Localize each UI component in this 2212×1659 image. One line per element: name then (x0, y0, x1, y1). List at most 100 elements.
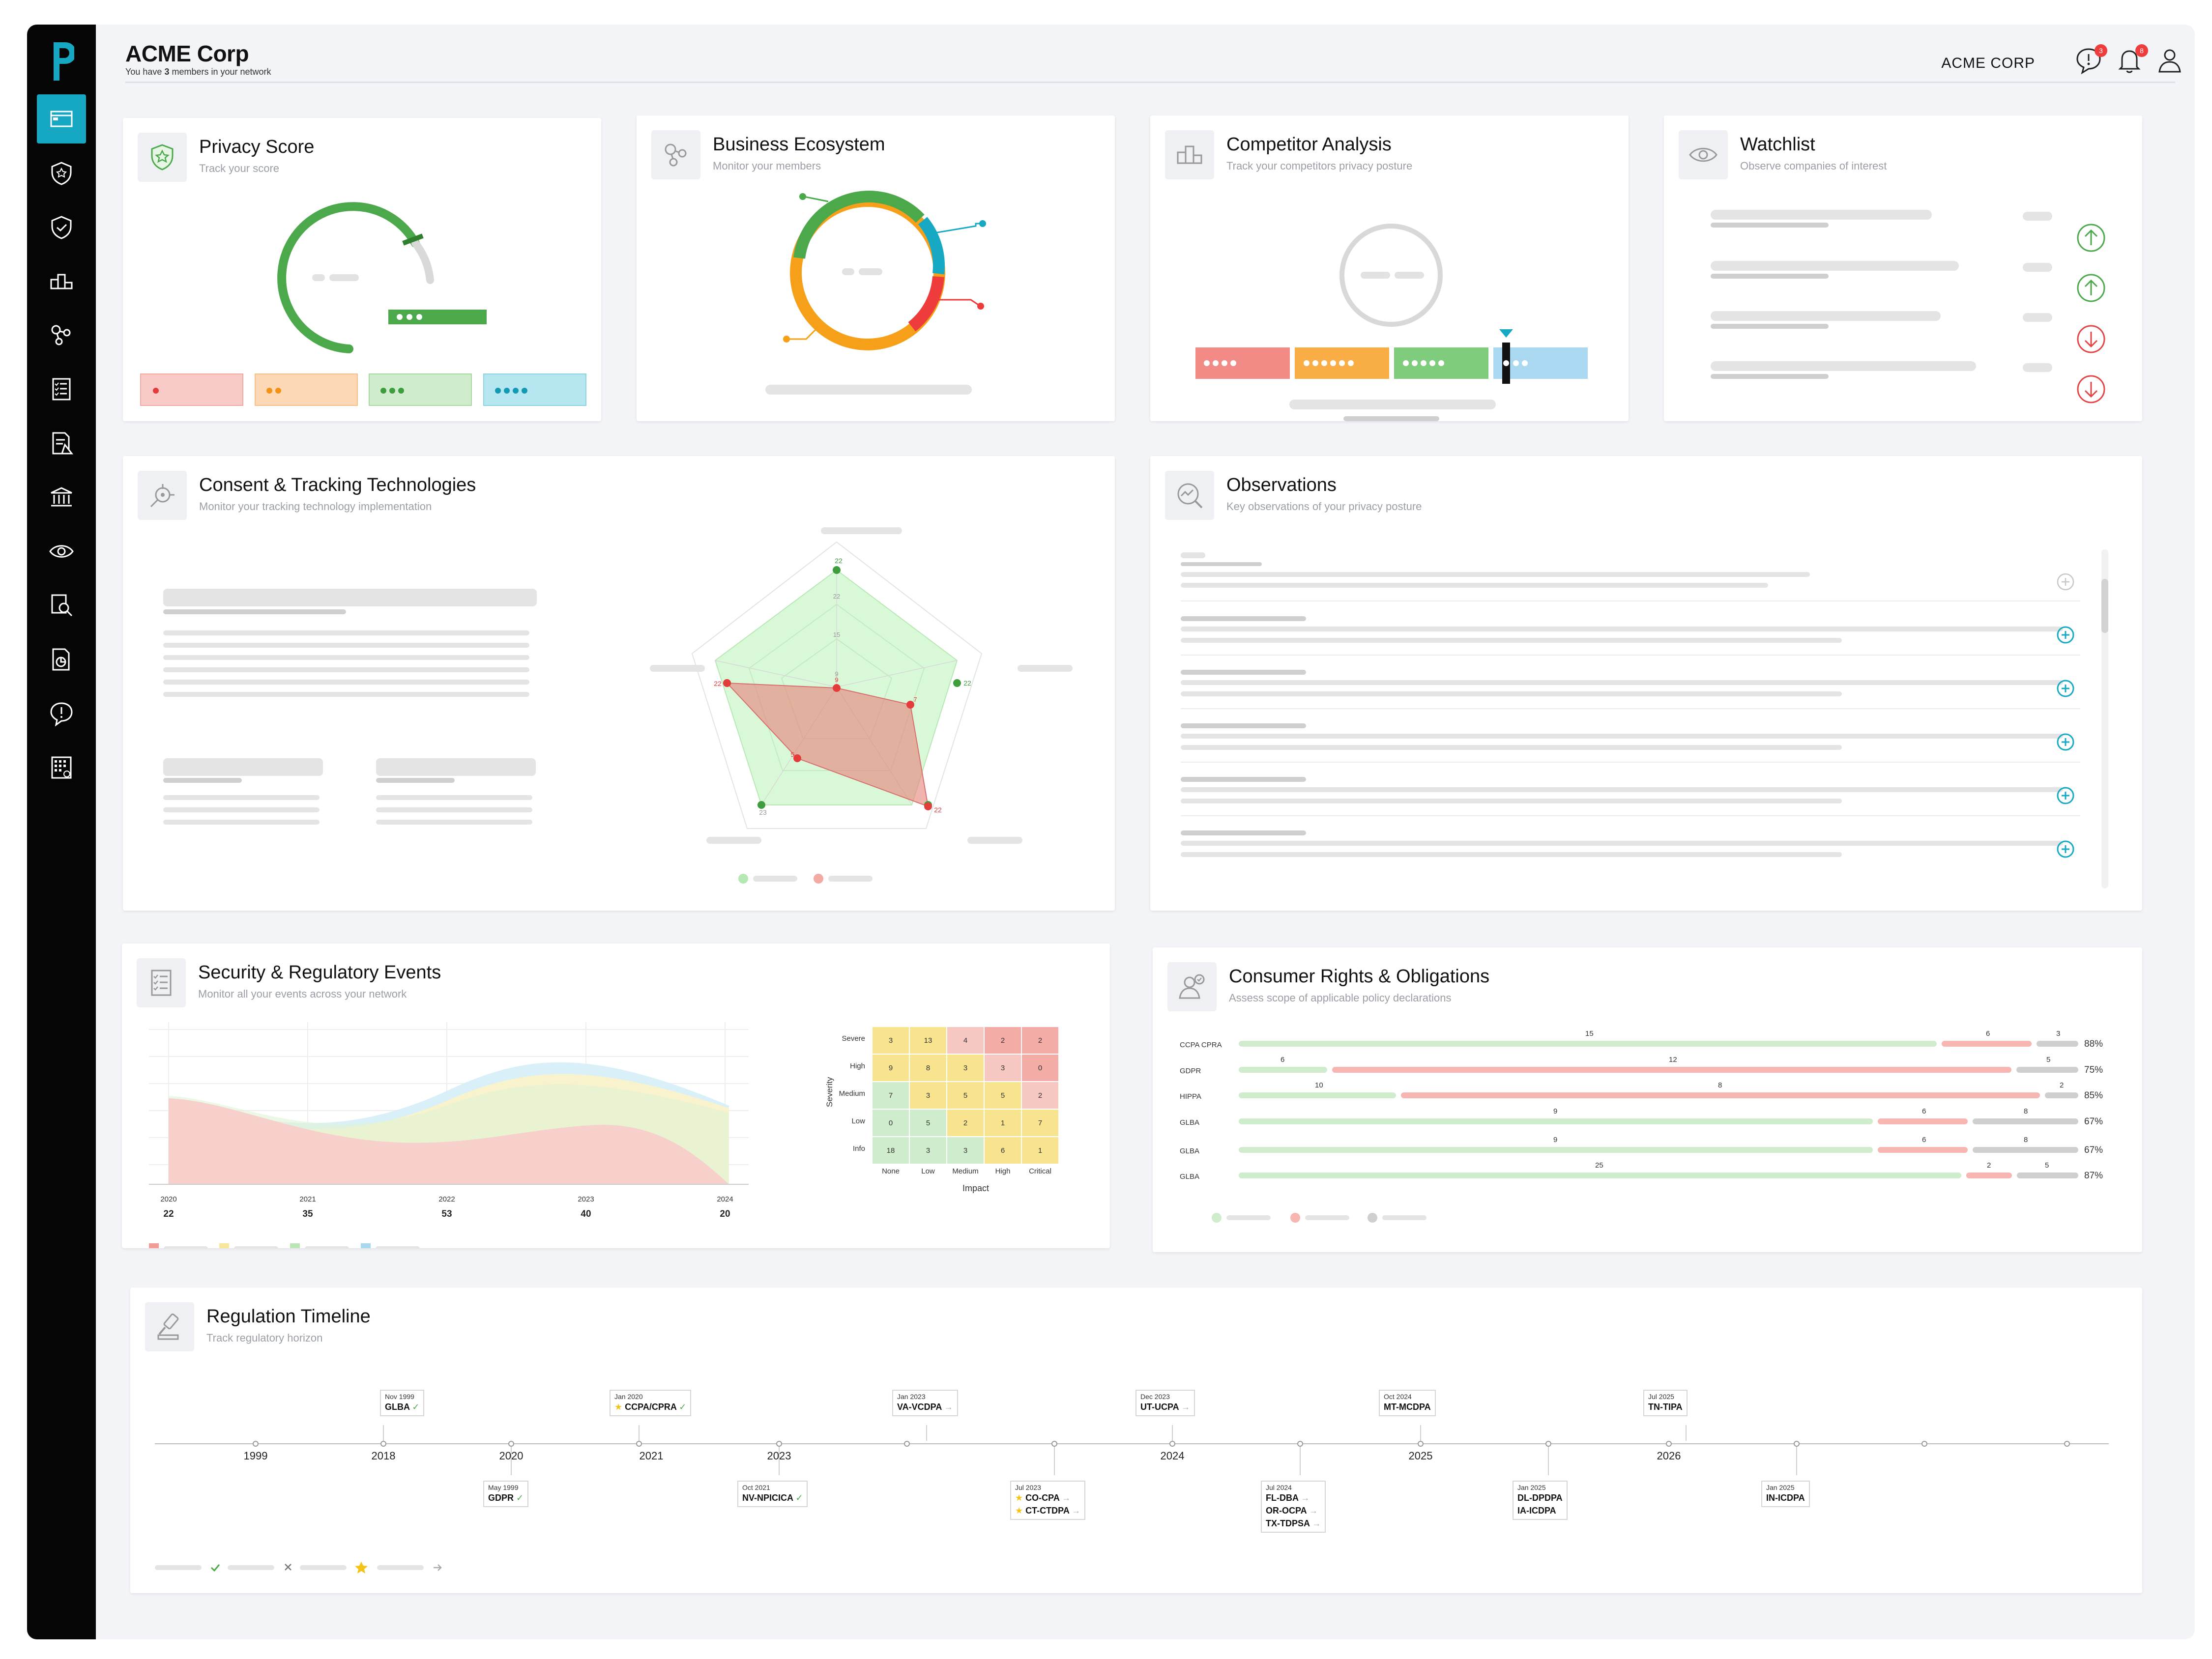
nav-reports[interactable] (37, 635, 86, 684)
heatmap-cell[interactable]: 7 (1022, 1110, 1058, 1136)
timeline-event[interactable]: Jul 2024 FL-DBA → OR-OCPA → TX-TDPSA → (1261, 1481, 1326, 1533)
timeline-event[interactable]: May 1999 GDPR ✓ (483, 1481, 529, 1507)
podium-icon (50, 274, 73, 289)
card-subtitle: Monitor all your events across your netw… (198, 988, 407, 1000)
timeline-event[interactable]: Jan 2025 DL-DPDPA IA-ICDPA (1513, 1481, 1568, 1520)
report-chart-icon (52, 648, 70, 671)
consent-tracking-card[interactable]: Consent & Tracking Technologies Monitor … (123, 456, 1115, 911)
heatmap-cell[interactable]: 5 (947, 1082, 984, 1109)
timeline-event[interactable]: Jan 2020 ★ CCPA/CPRA ✓ (610, 1390, 692, 1416)
timeline-year: 2021 (639, 1450, 664, 1462)
heatmap-cell[interactable]: 1 (985, 1110, 1021, 1136)
watchlist-row (1711, 311, 2052, 329)
heatmap-cell[interactable]: 6 (985, 1137, 1021, 1164)
svg-text:22: 22 (835, 557, 843, 565)
svg-text:15: 15 (833, 631, 840, 638)
heatmap-row-label: Low (851, 1117, 865, 1125)
nav-search-docs[interactable] (37, 581, 86, 630)
heatmap-cell[interactable]: 2 (1022, 1082, 1058, 1109)
heatmap-cell[interactable]: 0 (1022, 1055, 1058, 1081)
privacy-score-gauge (277, 202, 487, 353)
coverage-percent: 88% (2084, 1039, 2103, 1049)
check-icon: ✓ (412, 1402, 420, 1412)
observations-card[interactable]: Observations Key observations of your pr… (1150, 456, 2142, 911)
app-window: ACME Corp You have 3 members in your net… (27, 25, 2195, 1639)
nav-security[interactable] (37, 202, 86, 252)
privacy-score-card[interactable]: Privacy Score Track your score (123, 118, 601, 421)
heatmap-cell[interactable]: 3 (910, 1137, 946, 1164)
watchlist-rows (1711, 210, 2052, 379)
heatmap-cell[interactable]: 13 (910, 1027, 946, 1054)
timeline-event[interactable]: Jul 2023 ★ CO-CPA → ★ CT-CTDPA → (1010, 1481, 1086, 1520)
card-subtitle: Monitor your members (713, 160, 821, 172)
nav-ecosystem[interactable] (37, 311, 86, 360)
heatmap-cell[interactable]: 4 (947, 1027, 984, 1054)
timeline-event[interactable]: Oct 2024 MT-MCDPA (1379, 1390, 1436, 1416)
heatmap-cell[interactable]: 2 (985, 1027, 1021, 1054)
heatmap-cell[interactable]: 1 (1022, 1137, 1058, 1164)
competitor-analysis-card[interactable]: Competitor Analysis Track your competito… (1150, 115, 1629, 421)
heatmap-cell[interactable]: 7 (873, 1082, 909, 1109)
user-icon[interactable] (2154, 45, 2185, 76)
heatmap-cell[interactable]: 0 (873, 1110, 909, 1136)
year-total: 53 (441, 1209, 452, 1219)
business-ecosystem-card[interactable]: Business Ecosystem Monitor your members (637, 115, 1115, 421)
nav-dashboard[interactable] (37, 94, 86, 143)
count-gray: 8 (2024, 1136, 2028, 1144)
sidebar (27, 25, 96, 1639)
heatmap-cell[interactable]: 3 (947, 1137, 984, 1164)
timeline-event[interactable]: Nov 1999 GLBA ✓ (380, 1390, 425, 1416)
observation-row (1181, 830, 2074, 858)
nav-calendar[interactable] (37, 743, 86, 792)
heatmap-cell[interactable]: 5 (910, 1110, 946, 1136)
x-tick-label: 2021 (299, 1195, 316, 1203)
count-red: 6 (1922, 1107, 1926, 1116)
observation-row (1181, 777, 2074, 804)
heatmap-cell[interactable]: 9 (873, 1055, 909, 1081)
nav-alerts[interactable] (37, 689, 86, 738)
star-icon: ★ (1015, 1493, 1023, 1503)
count-green: 15 (1585, 1030, 1594, 1038)
heatmap-cell[interactable]: 2 (947, 1110, 984, 1136)
nav-competitors[interactable] (37, 257, 86, 306)
security-shield-icon (51, 216, 72, 239)
timeline-year: 2023 (767, 1450, 791, 1462)
security-events-card[interactable]: Security & Regulatory Events Monitor all… (122, 944, 1110, 1248)
count-gray: 5 (2046, 1056, 2051, 1064)
heatmap-cell[interactable]: 3 (873, 1027, 909, 1054)
heatmap-col-label: Low (921, 1167, 935, 1175)
consumer-rights-card[interactable]: Consumer Rights & Obligations Assess sco… (1153, 947, 2142, 1252)
heatmap-cell[interactable]: 3 (985, 1055, 1021, 1081)
nav-regulations[interactable] (37, 473, 86, 522)
coverage-percent: 67% (2084, 1116, 2103, 1127)
timeline-event[interactable]: Oct 2021 NV-NPICICA ✓ (737, 1481, 808, 1507)
app-logo[interactable] (51, 39, 74, 84)
count-red: 6 (1922, 1136, 1926, 1144)
regulation-label: GDPR (1180, 1067, 1201, 1075)
nav-documents[interactable] (37, 419, 86, 468)
consumer-rights-bars (1212, 1041, 2078, 1223)
watchlist-card[interactable]: Watchlist Observe companies of interest (1664, 115, 2142, 421)
timeline-event[interactable]: Jul 2025 TN-TIPA (1643, 1390, 1688, 1416)
heatmap-cell[interactable]: 5 (985, 1082, 1021, 1109)
heatmap-cell[interactable]: 2 (1022, 1027, 1058, 1054)
card-subtitle: Track your score (199, 162, 280, 174)
card-title: Privacy Score (199, 137, 315, 157)
nav-privacy[interactable] (37, 148, 86, 198)
timeline-event[interactable]: Dec 2023 UT-UCPA → (1135, 1390, 1195, 1416)
nav-checklist[interactable] (37, 365, 86, 414)
bell-icon[interactable] (2114, 45, 2145, 76)
heatmap-cell[interactable]: 18 (873, 1137, 909, 1164)
count-gray: 5 (2045, 1161, 2049, 1170)
timeline-event[interactable]: Jan 2023 VA-VCDPA → (892, 1390, 958, 1416)
regulation-timeline-card[interactable]: Regulation Timeline Track regulatory hor… (130, 1287, 2142, 1593)
timeline-event[interactable]: Jan 2025 IN-ICDPA (1761, 1481, 1810, 1507)
heatmap-cell[interactable]: 3 (947, 1055, 984, 1081)
count-red: 6 (1986, 1030, 1990, 1038)
nav-watchlist[interactable] (37, 527, 86, 576)
heatmap-cell[interactable]: 8 (910, 1055, 946, 1081)
year-total: 20 (720, 1209, 730, 1219)
svg-text:9: 9 (835, 676, 838, 684)
org-switcher[interactable]: ACME CORP (1941, 55, 2035, 71)
heatmap-cell[interactable]: 3 (910, 1082, 946, 1109)
